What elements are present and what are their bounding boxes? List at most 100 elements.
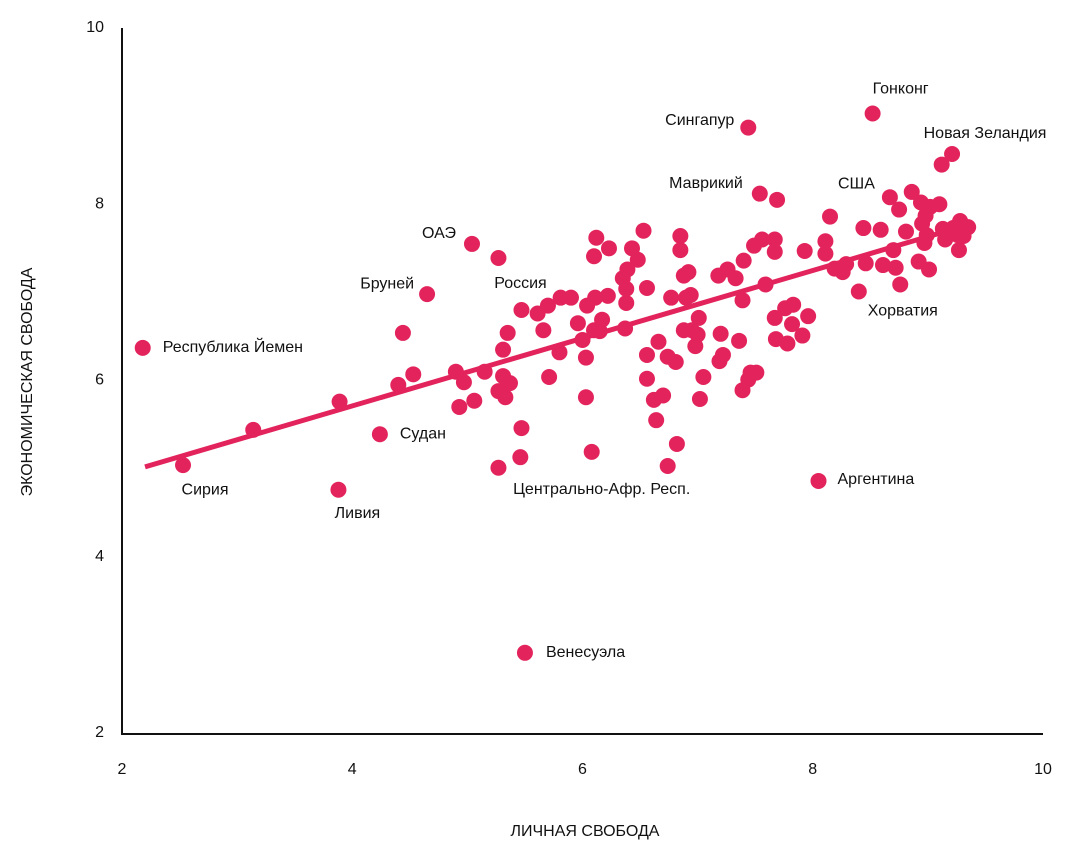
point bbox=[766, 243, 783, 260]
point bbox=[583, 443, 600, 460]
point bbox=[712, 325, 729, 342]
point bbox=[689, 326, 706, 343]
y-axis-title: ЭКОНОМИЧЕСКАЯ СВОБОДА bbox=[19, 267, 36, 496]
point bbox=[245, 421, 262, 438]
point bbox=[921, 261, 938, 278]
point bbox=[499, 324, 516, 341]
point bbox=[748, 364, 765, 381]
point bbox=[872, 221, 889, 238]
point bbox=[734, 292, 751, 309]
point bbox=[864, 105, 881, 122]
point bbox=[330, 481, 347, 498]
point bbox=[490, 459, 507, 476]
point bbox=[497, 389, 514, 406]
point bbox=[175, 457, 192, 474]
point bbox=[735, 252, 752, 269]
point bbox=[855, 220, 872, 237]
point bbox=[695, 368, 712, 385]
point bbox=[887, 259, 904, 276]
point bbox=[663, 289, 680, 306]
point bbox=[134, 339, 151, 356]
point bbox=[659, 457, 676, 474]
point bbox=[577, 349, 594, 366]
x-tick-label: 8 bbox=[808, 761, 817, 778]
point bbox=[892, 276, 909, 293]
point bbox=[588, 229, 605, 246]
y-tick-label: 10 bbox=[86, 19, 104, 36]
point bbox=[891, 201, 908, 218]
point bbox=[638, 370, 655, 387]
point bbox=[466, 392, 483, 409]
point bbox=[672, 242, 689, 259]
point-label: Республика Йемен bbox=[163, 337, 303, 356]
point bbox=[740, 119, 757, 136]
point bbox=[667, 353, 684, 370]
point bbox=[751, 185, 768, 202]
point bbox=[635, 222, 652, 239]
point-label: Сирия bbox=[182, 481, 229, 498]
point bbox=[680, 264, 697, 281]
point bbox=[933, 156, 950, 173]
point bbox=[944, 146, 961, 163]
point bbox=[574, 331, 591, 348]
point-label: Маврикий bbox=[669, 175, 743, 192]
point bbox=[495, 341, 512, 358]
point bbox=[577, 389, 594, 406]
point-label: Хорватия bbox=[868, 303, 938, 320]
point bbox=[960, 219, 977, 236]
point bbox=[838, 256, 855, 273]
point bbox=[874, 257, 891, 274]
point bbox=[451, 398, 468, 415]
y-tick-label: 6 bbox=[95, 372, 104, 389]
point bbox=[898, 223, 915, 240]
point bbox=[618, 294, 635, 311]
point bbox=[682, 287, 699, 304]
point-label: Гонконг bbox=[873, 81, 929, 98]
point bbox=[331, 393, 348, 410]
x-axis-title: ЛИЧНАЯ СВОБОДА bbox=[511, 823, 660, 840]
point bbox=[881, 189, 898, 206]
point-label: Судан bbox=[400, 425, 446, 442]
point bbox=[850, 283, 867, 300]
point bbox=[937, 231, 954, 248]
point bbox=[569, 315, 586, 332]
point bbox=[501, 375, 518, 392]
x-tick-label: 10 bbox=[1034, 761, 1052, 778]
point bbox=[731, 332, 748, 349]
point-label: Бруней bbox=[360, 275, 414, 292]
point bbox=[810, 472, 827, 489]
point bbox=[476, 363, 493, 380]
point bbox=[857, 255, 874, 272]
point bbox=[766, 231, 783, 248]
point bbox=[779, 335, 796, 352]
point bbox=[463, 235, 480, 252]
point bbox=[822, 208, 839, 225]
point-label: Центрально-Афр. Респ. bbox=[513, 481, 690, 498]
point bbox=[817, 245, 834, 262]
point bbox=[931, 196, 948, 213]
point bbox=[629, 251, 646, 268]
point bbox=[619, 261, 636, 278]
x-tick-label: 2 bbox=[118, 761, 127, 778]
point bbox=[950, 242, 967, 259]
point bbox=[535, 322, 552, 339]
point bbox=[714, 346, 731, 363]
point bbox=[668, 435, 685, 452]
point-label: Новая Зеландия bbox=[924, 125, 1047, 142]
point bbox=[638, 279, 655, 296]
point bbox=[784, 316, 801, 333]
point bbox=[817, 233, 834, 250]
point bbox=[800, 308, 817, 325]
point bbox=[447, 363, 464, 380]
point bbox=[766, 309, 783, 326]
point bbox=[617, 320, 634, 337]
point bbox=[371, 426, 388, 443]
trend-line bbox=[144, 229, 946, 470]
point bbox=[513, 420, 530, 437]
point bbox=[586, 248, 603, 265]
point bbox=[727, 270, 744, 287]
point bbox=[754, 231, 771, 248]
y-tick-label: 4 bbox=[95, 548, 104, 565]
point bbox=[539, 297, 556, 314]
